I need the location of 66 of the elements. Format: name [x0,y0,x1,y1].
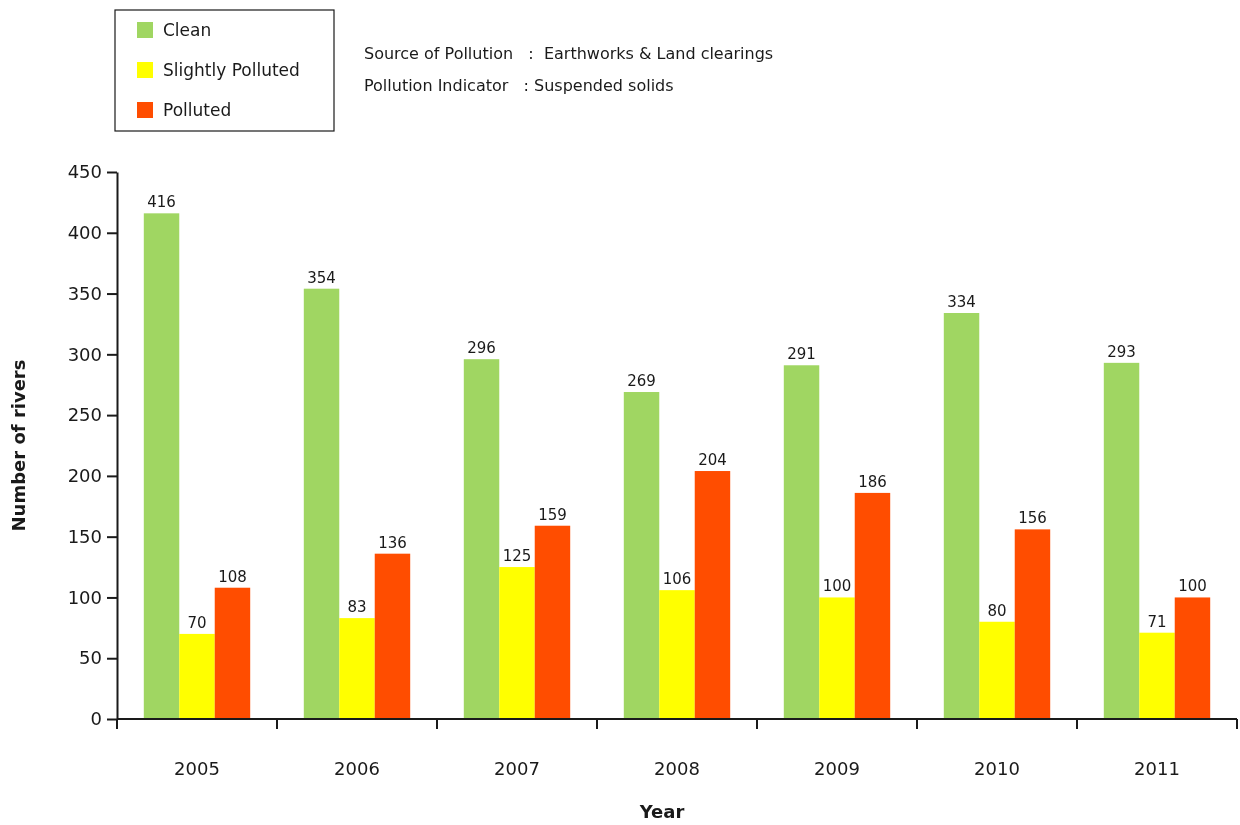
data-label: 70 [187,613,207,632]
data-label: 106 [662,570,692,589]
y-tick-label: 100 [67,586,102,608]
bar [339,618,375,719]
x-tick-label: 2011 [1134,758,1180,779]
legend-label: Slightly Polluted [163,60,300,80]
data-label: 156 [1018,509,1047,528]
bar [783,365,820,719]
bar [1139,632,1175,719]
x-tick-label: 2010 [974,758,1020,779]
y-tick-label: 350 [67,282,102,304]
data-label: 186 [858,472,887,491]
data-label: 136 [378,533,407,552]
x-tick-label: 2006 [334,758,380,779]
data-label: 204 [698,451,727,470]
bar [214,587,251,719]
text: Pollution Indicator : Suspended solids [364,76,674,95]
bar [499,567,535,719]
data-label: 296 [467,339,496,358]
y-tick-label: 250 [67,404,102,426]
bar [179,633,215,719]
data-label: 71 [1147,612,1167,631]
y-tick-label: 300 [67,343,102,365]
x-tick-label: 2009 [814,758,860,779]
bar [943,313,980,719]
y-tick-label: 150 [67,525,102,547]
data-label: 334 [947,293,976,311]
data-label: 83 [347,598,367,617]
y-tick-label: 200 [67,465,102,487]
bar [143,213,180,719]
bar [1103,362,1140,719]
data-label: 416 [147,193,176,212]
bar [1174,597,1211,719]
bar [534,525,571,719]
x-tick-label: 2008 [654,758,700,779]
bar [1014,529,1051,719]
bar [819,597,855,719]
y-axis-title: Number of rivers [8,359,29,532]
x-tick-label: 2005 [174,758,220,779]
bar [659,590,695,719]
bar [854,492,891,719]
data-label: 100 [822,577,852,596]
bar [694,471,731,719]
data-label: 159 [538,505,567,524]
bar [979,621,1015,719]
y-tick-label: 50 [79,647,102,669]
data-label: 80 [987,601,1007,620]
data-label: 108 [218,567,247,586]
data-label: 293 [1107,342,1136,361]
source-note: Source of Pollution : Earthworks & Land clearings [364,44,774,63]
data-label: 354 [307,268,336,287]
x-tick-label: 2007 [494,758,540,779]
data-label: 125 [502,547,532,566]
y-tick-label: 0 [90,708,102,730]
legend-label: Polluted [163,100,232,120]
bar [623,392,660,719]
x-axis-title: Year [638,801,685,822]
bar [463,359,500,719]
bar [374,553,411,719]
y-tick-label: 450 [67,161,102,183]
data-label: 291 [787,345,816,364]
bar [303,288,340,719]
data-label: 100 [1178,577,1207,596]
data-label: 269 [627,372,656,391]
legend-label: Clean [163,20,212,40]
y-tick-label: 400 [67,222,102,244]
